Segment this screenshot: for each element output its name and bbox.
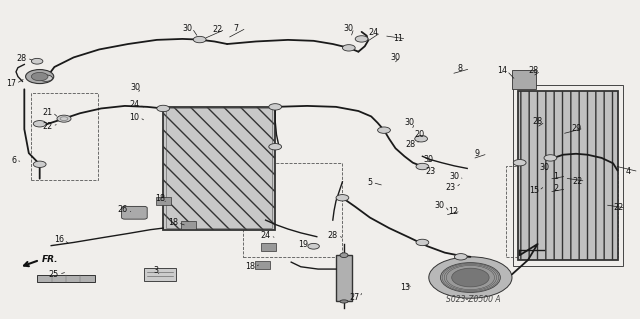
Text: 29: 29 [571, 124, 581, 133]
Bar [513, 85, 623, 266]
Circle shape [416, 239, 429, 246]
Text: 28: 28 [528, 66, 538, 75]
Bar [506, 166, 618, 257]
Text: 30: 30 [131, 83, 141, 92]
Text: 30: 30 [344, 24, 354, 33]
Bar [336, 255, 352, 301]
Text: 30: 30 [404, 118, 415, 127]
Ellipse shape [340, 300, 348, 303]
Text: 28: 28 [532, 117, 543, 126]
Bar [166, 108, 272, 228]
Bar [31, 93, 98, 180]
Text: 2: 2 [554, 184, 559, 193]
Text: 21: 21 [42, 108, 52, 117]
Text: 17: 17 [6, 79, 16, 88]
Bar [181, 221, 196, 229]
Circle shape [269, 104, 282, 110]
Text: 8: 8 [458, 64, 463, 73]
Circle shape [544, 155, 557, 161]
Text: 10: 10 [129, 113, 140, 122]
Text: 12: 12 [448, 207, 458, 216]
Bar [518, 91, 618, 260]
Text: 15: 15 [529, 186, 539, 195]
Circle shape [355, 36, 368, 42]
Bar [261, 243, 276, 251]
Circle shape [308, 243, 319, 249]
Text: 24: 24 [129, 100, 140, 109]
Text: 27: 27 [349, 293, 360, 302]
Circle shape [452, 268, 489, 287]
Circle shape [440, 263, 500, 293]
Circle shape [415, 136, 428, 142]
Circle shape [336, 195, 349, 201]
Circle shape [342, 45, 355, 51]
Circle shape [429, 257, 512, 298]
Text: 30: 30 [390, 53, 400, 62]
FancyBboxPatch shape [122, 206, 147, 219]
Text: 18: 18 [168, 218, 178, 227]
Text: 18: 18 [155, 194, 165, 203]
Text: 7: 7 [234, 24, 239, 33]
Text: 30: 30 [424, 155, 434, 164]
Text: 28: 28 [328, 231, 338, 240]
Text: 5: 5 [367, 178, 372, 187]
Text: 30: 30 [539, 163, 549, 172]
Circle shape [33, 161, 46, 167]
Text: 28: 28 [17, 54, 27, 63]
Text: S023-Z0500 A: S023-Z0500 A [446, 295, 501, 304]
Circle shape [416, 163, 429, 170]
Text: 9: 9 [475, 149, 480, 158]
Text: 11: 11 [394, 34, 404, 43]
Circle shape [513, 160, 526, 166]
Text: 30: 30 [182, 24, 192, 33]
Circle shape [57, 115, 71, 122]
Ellipse shape [340, 253, 348, 258]
Circle shape [31, 72, 48, 81]
Bar [512, 70, 536, 89]
Text: 25: 25 [49, 270, 59, 279]
Text: 14: 14 [497, 66, 507, 75]
Circle shape [157, 105, 170, 112]
Text: 3: 3 [154, 266, 159, 275]
Circle shape [193, 36, 206, 43]
Text: 19: 19 [298, 241, 308, 249]
Text: 18: 18 [244, 262, 255, 271]
Text: 30: 30 [449, 172, 460, 181]
Text: 24: 24 [260, 231, 271, 240]
Text: FR.: FR. [42, 255, 58, 263]
Text: 22: 22 [613, 204, 623, 212]
Circle shape [33, 121, 46, 127]
Circle shape [26, 70, 54, 84]
Circle shape [60, 117, 68, 121]
Circle shape [269, 144, 282, 150]
Bar [37, 275, 95, 282]
Text: 6: 6 [11, 156, 16, 165]
Text: 20: 20 [415, 130, 425, 139]
Text: 22: 22 [573, 177, 583, 186]
Bar [243, 163, 342, 257]
Circle shape [454, 254, 467, 260]
Text: 30: 30 [435, 201, 445, 210]
Text: 1: 1 [554, 172, 559, 181]
Text: 13: 13 [400, 283, 410, 292]
Text: 4: 4 [626, 167, 631, 176]
Text: 26: 26 [118, 205, 128, 214]
Text: 22: 22 [42, 122, 52, 130]
Text: 16: 16 [54, 235, 64, 244]
Bar [255, 261, 270, 269]
Bar [163, 107, 275, 230]
Text: 23: 23 [445, 183, 456, 192]
Circle shape [31, 58, 43, 64]
Circle shape [40, 75, 52, 81]
Text: 22: 22 [212, 25, 223, 34]
Text: 24: 24 [368, 28, 378, 37]
Circle shape [378, 127, 390, 133]
Text: 23: 23 [425, 167, 435, 176]
Bar [144, 268, 176, 281]
Text: 28: 28 [406, 140, 416, 149]
Bar [156, 197, 171, 205]
